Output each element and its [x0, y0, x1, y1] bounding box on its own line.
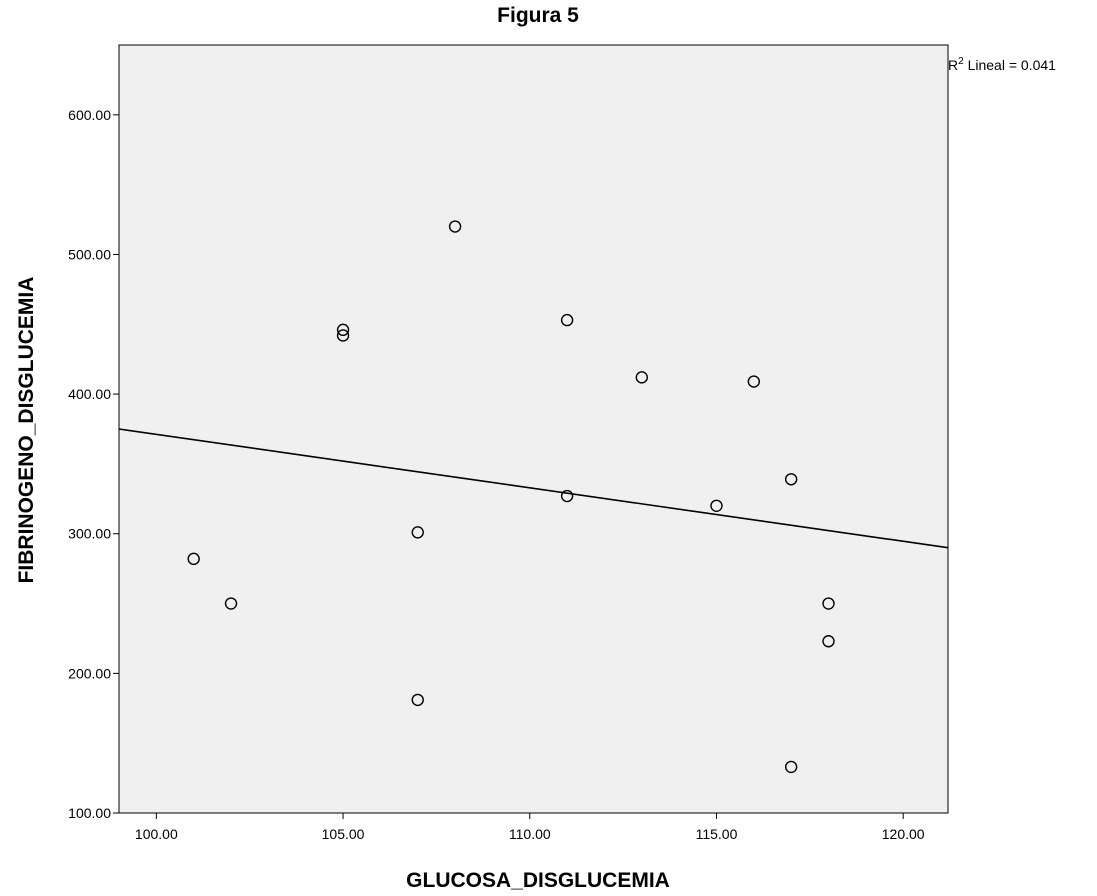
r-squared-base: R: [948, 57, 958, 73]
data-point: [448, 220, 462, 233]
r-squared-annotation: R2 Lineal = 0.041: [948, 56, 1056, 73]
y-tick-label: 600.00: [68, 107, 111, 123]
x-tick-label: 110.00: [509, 826, 551, 842]
y-tick-label: 400.00: [68, 386, 111, 402]
y-tick-label: 200.00: [68, 665, 111, 681]
plot-area: [118, 44, 949, 814]
data-point: [784, 473, 798, 486]
data-point: [747, 375, 761, 388]
data-point: [411, 526, 424, 539]
chart-title: Figura 5: [497, 4, 579, 27]
y-axis-title: FIBRINOGENO_DISGLUCEMIA: [15, 277, 38, 584]
data-point: [336, 323, 350, 337]
linear-fit-line: [118, 428, 949, 549]
r-squared-sup: 2: [958, 56, 964, 67]
y-axis: 100.00 200.00 300.00 400.00 500.00 600.00: [68, 107, 119, 821]
y-tick-label: 300.00: [68, 526, 111, 542]
data-point: [784, 760, 798, 774]
x-tick-label: 105.00: [322, 826, 365, 842]
data-point: [224, 597, 238, 610]
x-tick-label: 100.00: [135, 826, 178, 842]
data-point: [187, 552, 200, 566]
r-squared-value: Lineal = 0.041: [964, 57, 1056, 73]
data-point: [822, 635, 835, 648]
data-point: [560, 489, 574, 503]
data-point: [822, 597, 835, 610]
x-tick-label: 115.00: [696, 826, 738, 842]
x-axis-title: GLUCOSA_DISGLUCEMIA: [406, 869, 670, 892]
data-point: [411, 693, 424, 707]
data-point: [635, 371, 648, 384]
data-point: [336, 329, 350, 342]
y-tick-label: 100.00: [68, 805, 111, 821]
data-point: [560, 313, 574, 327]
data-point: [710, 499, 723, 512]
data-points: [187, 220, 835, 774]
x-axis: 100.00 105.00 110.00 115.00 120.00: [135, 813, 925, 842]
y-tick-label: 500.00: [68, 246, 111, 262]
x-tick-label: 120.00: [882, 826, 925, 842]
